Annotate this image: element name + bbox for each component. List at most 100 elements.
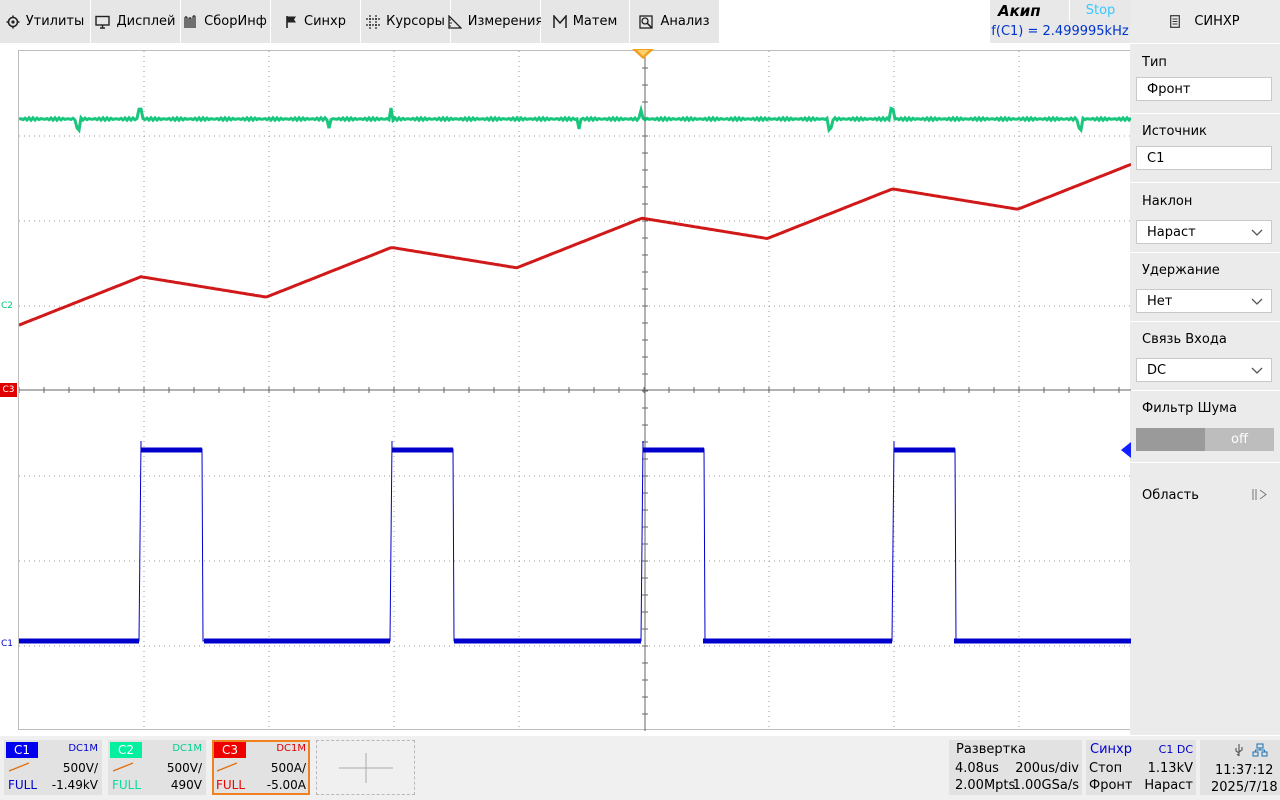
c3-ground-marker[interactable]: C3 <box>0 383 17 397</box>
c1-tag: C1 <box>6 742 38 758</box>
document-icon <box>1170 15 1181 28</box>
trigger-source-field[interactable]: C1 <box>1136 146 1272 170</box>
slope-value: Нараст <box>1147 225 1196 240</box>
c1-waveform <box>19 440 1131 642</box>
divider <box>1130 390 1280 391</box>
probe-icon <box>112 762 134 772</box>
c1-bandwidth: FULL <box>8 778 38 792</box>
chevron-down-icon <box>1251 367 1263 374</box>
menu-trigger[interactable]: Синхр <box>271 0 361 43</box>
channel-c2-box[interactable]: C2 DC1M 500V/ FULL 490V <box>108 740 206 795</box>
c2-waveform <box>19 104 1131 134</box>
panel-header: СИНХР <box>1130 0 1280 44</box>
probe-icon <box>216 762 238 772</box>
trigger-info-source: C1 DC <box>1158 743 1193 756</box>
menu-acquire-label: СборИнф <box>204 14 267 29</box>
c2-bandwidth: FULL <box>112 778 142 792</box>
c2-coupling: DC1M <box>172 743 202 754</box>
menu-analysis[interactable]: Анализ <box>630 0 720 43</box>
divider <box>1130 321 1280 322</box>
c3-tag: C3 <box>214 742 246 758</box>
math-icon <box>552 14 567 28</box>
coupling-value: DC <box>1147 363 1167 378</box>
timebase-rate: 1.00GSa/s <box>1012 778 1079 793</box>
menu-math-label: Матем <box>572 14 618 29</box>
noise-filter-toggle[interactable]: off <box>1136 428 1274 451</box>
c2-scale: 500V/ <box>166 761 202 775</box>
timebase-box[interactable]: Развертка 4.08us 200us/div 2.00Mpts 1.00… <box>949 740 1082 795</box>
slope-label: Наклон <box>1142 194 1193 209</box>
measure-icon <box>448 14 462 29</box>
probe-icon <box>8 762 30 772</box>
analysis-icon <box>639 14 654 29</box>
add-channel-slot[interactable] <box>316 740 415 795</box>
coupling-label: Связь Входа <box>1142 332 1227 347</box>
menu-cursors[interactable]: Курсоры <box>361 0 451 43</box>
trigger-info-type: Фронт <box>1089 778 1133 793</box>
clock-date: 2025/7/18 <box>1211 780 1278 795</box>
menu-utilities-label: Утилиты <box>25 14 85 29</box>
flag-icon <box>286 15 296 28</box>
chevron-down-icon <box>1251 229 1263 236</box>
menu-measure-label: Измерения <box>467 14 544 29</box>
trigger-type-field[interactable]: Фронт <box>1136 77 1272 101</box>
coupling-dropdown[interactable]: DC <box>1136 358 1272 382</box>
run-stop-indicator[interactable]: Stop <box>1069 0 1131 21</box>
timebase-delay: 4.08us <box>955 761 999 776</box>
holdoff-value: Нет <box>1147 294 1173 309</box>
acquire-icon <box>184 14 196 28</box>
network-icon <box>1252 743 1268 757</box>
trigger-source-label: Источник <box>1142 124 1207 139</box>
menu-utilities[interactable]: Утилиты <box>0 0 91 43</box>
c1-scale: 500V/ <box>62 761 98 775</box>
panel-title: СИНХР <box>1194 14 1240 29</box>
timebase-points: 2.00Mpts <box>955 778 1016 793</box>
c3-offset: -5.00A <box>266 778 306 792</box>
menu-analysis-label: Анализ <box>660 14 710 29</box>
menu-acquire[interactable]: СборИнф <box>181 0 271 43</box>
trigger-info-state: Стоп <box>1089 761 1123 776</box>
frequency-counter: f(C1) = 2.499995kHz <box>991 24 1129 39</box>
c2-offset: 490V <box>170 778 202 792</box>
c2-tag: C2 <box>110 742 142 758</box>
holdoff-dropdown[interactable]: Нет <box>1136 289 1272 313</box>
channel-c1-box[interactable]: C1 DC1M 500V/ FULL -1.49kV <box>4 740 102 795</box>
gear-icon <box>6 15 20 28</box>
c1-coupling: DC1M <box>68 743 98 754</box>
trigger-info-label: Синхр <box>1090 742 1132 757</box>
top-menu-bar: Утилиты Дисплей СборИнф Синхр Курсоры Из… <box>0 0 720 43</box>
menu-measure[interactable]: Измерения <box>448 0 544 43</box>
c1-ground-marker[interactable]: C1 <box>1 639 14 649</box>
zone-toggle-icon[interactable] <box>1252 488 1268 501</box>
divider <box>1130 182 1280 183</box>
noise-filter-state: off <box>1205 428 1274 451</box>
chevron-down-icon <box>1251 298 1263 305</box>
divider <box>1130 113 1280 114</box>
zone-label: Область <box>1142 488 1199 503</box>
divider <box>1130 462 1280 463</box>
menu-math[interactable]: Матем <box>541 0 630 43</box>
menu-cursors-label: Курсоры <box>386 14 445 29</box>
waveform-display[interactable] <box>18 50 1131 731</box>
trigger-info-slope: Нараст <box>1144 778 1193 793</box>
c3-bandwidth: FULL <box>216 778 246 792</box>
slope-dropdown[interactable]: Нараст <box>1136 220 1272 244</box>
trigger-position-marker[interactable] <box>632 48 654 60</box>
noise-filter-label: Фильтр Шума <box>1142 401 1237 416</box>
menu-display[interactable]: Дисплей <box>91 0 181 43</box>
c3-scale: 500A/ <box>270 761 306 775</box>
monitor-icon <box>95 15 111 29</box>
cursor-icon <box>366 14 381 29</box>
trigger-type-label: Тип <box>1142 55 1167 70</box>
timebase-label: Развертка <box>956 742 1027 757</box>
trigger-level-marker[interactable] <box>1121 442 1131 458</box>
clock-time: 11:37:12 <box>1215 763 1274 778</box>
c3-coupling: DC1M <box>276 743 306 754</box>
plus-icon <box>339 753 393 783</box>
trigger-info-level: 1.13kV <box>1147 761 1193 776</box>
c2-ground-marker[interactable]: C2 <box>1 301 14 311</box>
channel-c3-box[interactable]: C3 DC1M 500A/ FULL -5.00A <box>212 740 310 795</box>
trigger-info-box[interactable]: Синхр C1 DC Стоп 1.13kV Фронт Нараст <box>1086 740 1196 795</box>
brand-logo: Акип <box>998 2 1041 20</box>
waveform-canvas <box>19 51 1131 731</box>
